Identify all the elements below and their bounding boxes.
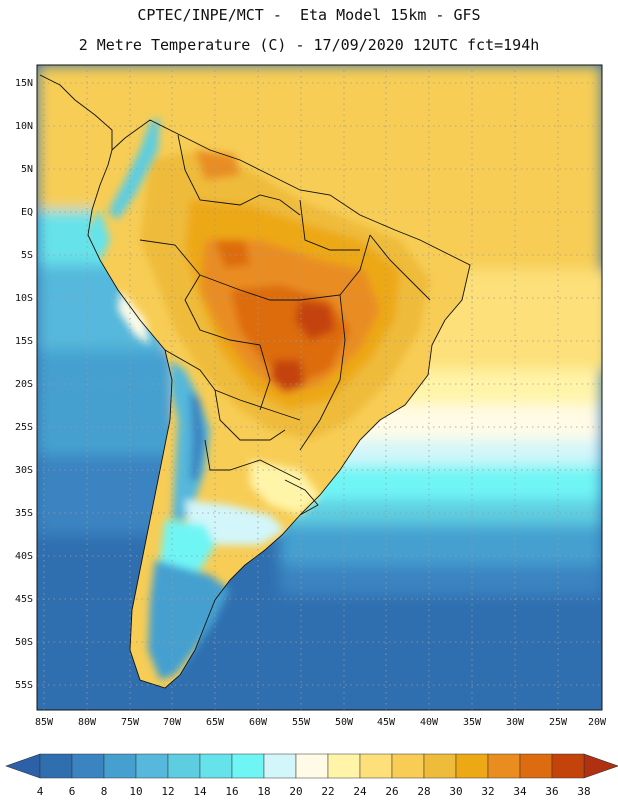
map-title-line-1: CPTEC/INPE/MCT - Eta Model 15km - GFS	[137, 6, 481, 24]
longitude-labels: 85W 80W 75W 70W 65W 60W 55W 50W 45W 40W …	[35, 717, 607, 728]
lat-label: 50S	[15, 637, 33, 648]
colorbar-tick-label: 20	[289, 785, 302, 798]
colorbar-swatch	[135, 753, 169, 779]
lat-label: 40S	[15, 551, 33, 562]
colorbar-tick-label: 18	[257, 785, 270, 798]
colorbar-tick-label: 16	[225, 785, 238, 798]
lat-label: 10S	[15, 293, 33, 304]
colorbar-tick-label: 30	[449, 785, 462, 798]
lon-label: 20W	[588, 717, 607, 728]
colorbar-tick-label: 24	[353, 785, 367, 798]
lon-label: 55W	[292, 717, 311, 728]
lat-label: 55S	[15, 680, 33, 691]
colorbar-swatch	[391, 753, 425, 779]
colorbar-tick-label: 12	[161, 785, 174, 798]
colorbar-swatch	[295, 753, 329, 779]
colorbar: 4 6 8 10 12 14 16 18 20 22 24 26 28 30 32 34 36 38	[5, 753, 618, 798]
colorbar-swatch	[231, 753, 265, 779]
map-title-line-2: 2 Metre Temperature (C) - 17/09/2020 12U…	[78, 36, 540, 54]
graticule	[37, 65, 602, 710]
lon-label: 65W	[206, 717, 225, 728]
lon-label: 80W	[78, 717, 97, 728]
colorbar-swatch	[423, 753, 457, 779]
colorbar-tick-label: 10	[129, 785, 142, 798]
colorbar-swatch	[327, 753, 361, 779]
lon-label: 40W	[420, 717, 439, 728]
colorbar-tick-label: 22	[321, 785, 334, 798]
colorbar-tick-label: 38	[577, 785, 590, 798]
colorbar-swatch	[263, 753, 297, 779]
colorbar-under-arrow	[5, 753, 41, 779]
colorbar-tick-label: 26	[385, 785, 398, 798]
lat-label: 20S	[15, 379, 33, 390]
lon-label: 70W	[163, 717, 182, 728]
colorbar-swatch	[519, 753, 553, 779]
lon-label: 50W	[335, 717, 354, 728]
colorbar-swatch	[199, 753, 233, 779]
lat-label: 45S	[15, 594, 33, 605]
colorbar-tick-label: 4	[37, 785, 44, 798]
lon-label: 35W	[463, 717, 482, 728]
colorbar-swatch	[39, 753, 73, 779]
lat-label: 35S	[15, 508, 33, 519]
lat-label: EQ	[21, 207, 33, 218]
lon-label: 75W	[121, 717, 140, 728]
lon-label: 30W	[506, 717, 525, 728]
colorbar-over-arrow	[583, 753, 618, 779]
map-frame	[36, 64, 603, 711]
colorbar-swatch	[103, 753, 137, 779]
colorbar-tick-label: 14	[193, 785, 207, 798]
latitude-labels: 15N 10N 5N EQ 5S 10S 15S 20S 25S 30S 35S…	[15, 78, 33, 691]
colorbar-tick-label: 34	[513, 785, 527, 798]
lat-label: 5N	[21, 164, 33, 175]
lat-label: 15S	[15, 336, 33, 347]
lon-label: 60W	[249, 717, 268, 728]
colorbar-tick-label: 28	[417, 785, 430, 798]
colorbar-swatch	[71, 753, 105, 779]
colorbar-swatch	[455, 753, 489, 779]
colorbar-tick-label: 8	[101, 785, 108, 798]
temperature-field	[37, 65, 602, 710]
lat-label: 10N	[15, 121, 33, 132]
lon-label: 45W	[377, 717, 396, 728]
lat-label: 30S	[15, 465, 33, 476]
lon-label: 85W	[35, 717, 54, 728]
lon-label: 25W	[549, 717, 568, 728]
colorbar-tick-label: 36	[545, 785, 558, 798]
colorbar-swatch	[359, 753, 393, 779]
colorbar-tick-label: 6	[69, 785, 76, 798]
lat-label: 5S	[21, 250, 33, 261]
colorbar-swatch	[487, 753, 521, 779]
colorbar-swatch	[551, 753, 585, 779]
lat-label: 25S	[15, 422, 33, 433]
lat-label: 15N	[15, 78, 33, 89]
coastlines-and-borders	[39, 74, 471, 689]
colorbar-swatch	[167, 753, 201, 779]
colorbar-tick-label: 32	[481, 785, 494, 798]
